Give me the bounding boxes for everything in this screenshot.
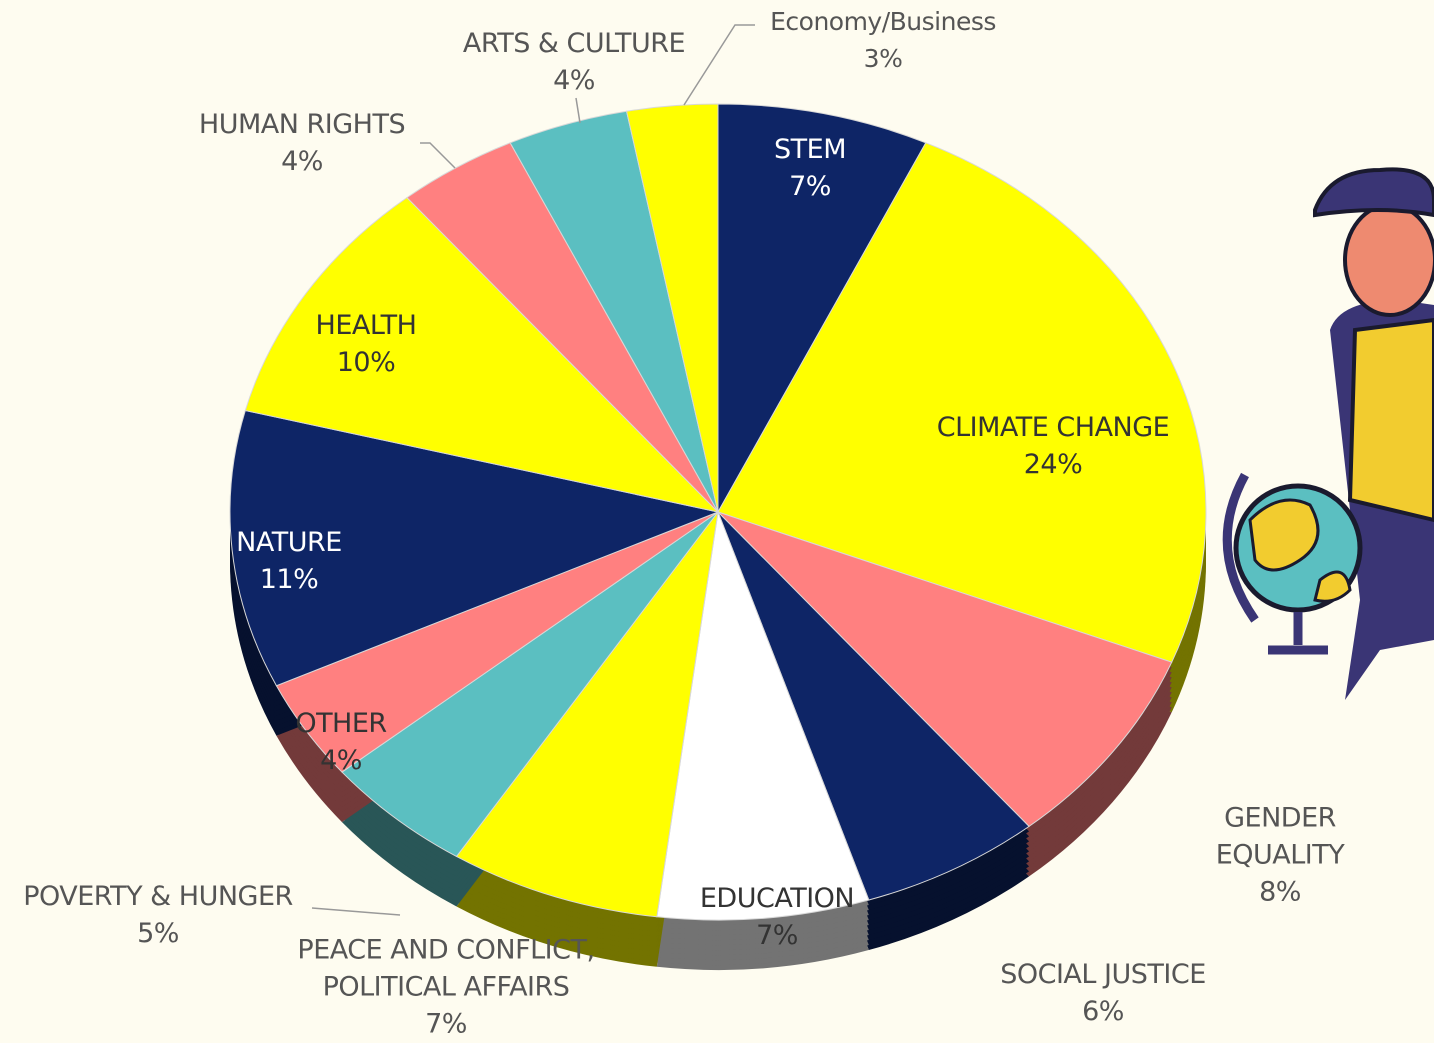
slice-label: EDUCATION 7% — [699, 880, 855, 954]
figure-face — [1343, 203, 1434, 317]
leader-line — [575, 97, 581, 124]
slice-label: OTHER 4% — [295, 705, 387, 779]
leader-line — [420, 142, 456, 169]
slice-label: HUMAN RIGHTS 4% — [198, 106, 406, 180]
pie-slice — [717, 511, 1030, 901]
globe-stand — [1222, 472, 1328, 655]
globe-land — [1248, 498, 1352, 603]
category-label: HEALTH — [315, 310, 417, 341]
pie-slice — [717, 103, 927, 514]
slice-label: Economy/Business 3% — [770, 3, 996, 77]
slice-label: HEALTH 10% — [316, 307, 417, 381]
category-label: CLIMATE CHANGE — [936, 412, 1170, 443]
category-label: OTHER — [295, 708, 387, 739]
figure-hat — [1313, 167, 1434, 218]
pie-tops — [229, 103, 1207, 921]
value-label: 24% — [1023, 449, 1083, 480]
leader-line — [683, 24, 755, 106]
slice-label: CLIMATE CHANGE 24% — [936, 409, 1170, 483]
value-label: 6% — [1082, 996, 1124, 1027]
value-label: 4% — [320, 745, 362, 776]
category-label: ARTS & CULTURE — [462, 28, 686, 59]
category-label: SOCIAL JUSTICE — [1000, 959, 1206, 990]
value-label: 7% — [789, 171, 831, 202]
slice-label: SOCIAL JUSTICE 6% — [1000, 956, 1206, 1030]
pie-slice — [244, 196, 720, 513]
illustration — [1222, 167, 1434, 700]
category-label: STEM — [774, 134, 847, 165]
leader-line — [311, 907, 401, 916]
category-label: POVERTY & HUNGER — [23, 881, 293, 912]
value-label: 3% — [863, 44, 903, 73]
slice-label: GENDER EQUALITY 8% — [1203, 800, 1357, 911]
value-label: 4% — [281, 146, 323, 177]
value-label: 4% — [553, 65, 595, 96]
value-label: 5% — [137, 918, 179, 949]
value-label: 8% — [1259, 876, 1301, 908]
category-label: NATURE — [236, 527, 342, 558]
slice-label: POVERTY & HUNGER 5% — [23, 878, 293, 952]
slice-label: ARTS & CULTURE 4% — [462, 25, 686, 99]
pie-slice — [229, 409, 720, 687]
slice-label: PEACE AND CONFLICT, POLITICAL AFFAIRS 7% — [276, 932, 616, 1043]
value-label: 11% — [259, 564, 319, 595]
pie-slice — [717, 511, 1173, 828]
value-label: 7% — [756, 920, 798, 951]
value-label: 7% — [425, 1008, 467, 1040]
category-label: Economy/Business — [770, 7, 996, 36]
pie-slice — [625, 103, 719, 513]
pie-slice — [717, 142, 1207, 663]
pie-slice — [455, 511, 719, 918]
slice-label: NATURE 11% — [236, 524, 342, 598]
figure-shirt — [1347, 317, 1434, 523]
slice-label: STEM 7% — [774, 131, 847, 205]
pie-slice — [656, 510, 870, 921]
leader-lines — [311, 24, 755, 916]
category-label: GENDER EQUALITY — [1215, 802, 1345, 871]
category-label: HUMAN RIGHTS — [198, 109, 406, 140]
category-label: PEACE AND CONFLICT, POLITICAL AFFAIRS — [297, 934, 595, 1003]
value-label: 10% — [336, 347, 396, 378]
pie-slice — [341, 511, 719, 858]
category-label: EDUCATION — [699, 883, 855, 914]
